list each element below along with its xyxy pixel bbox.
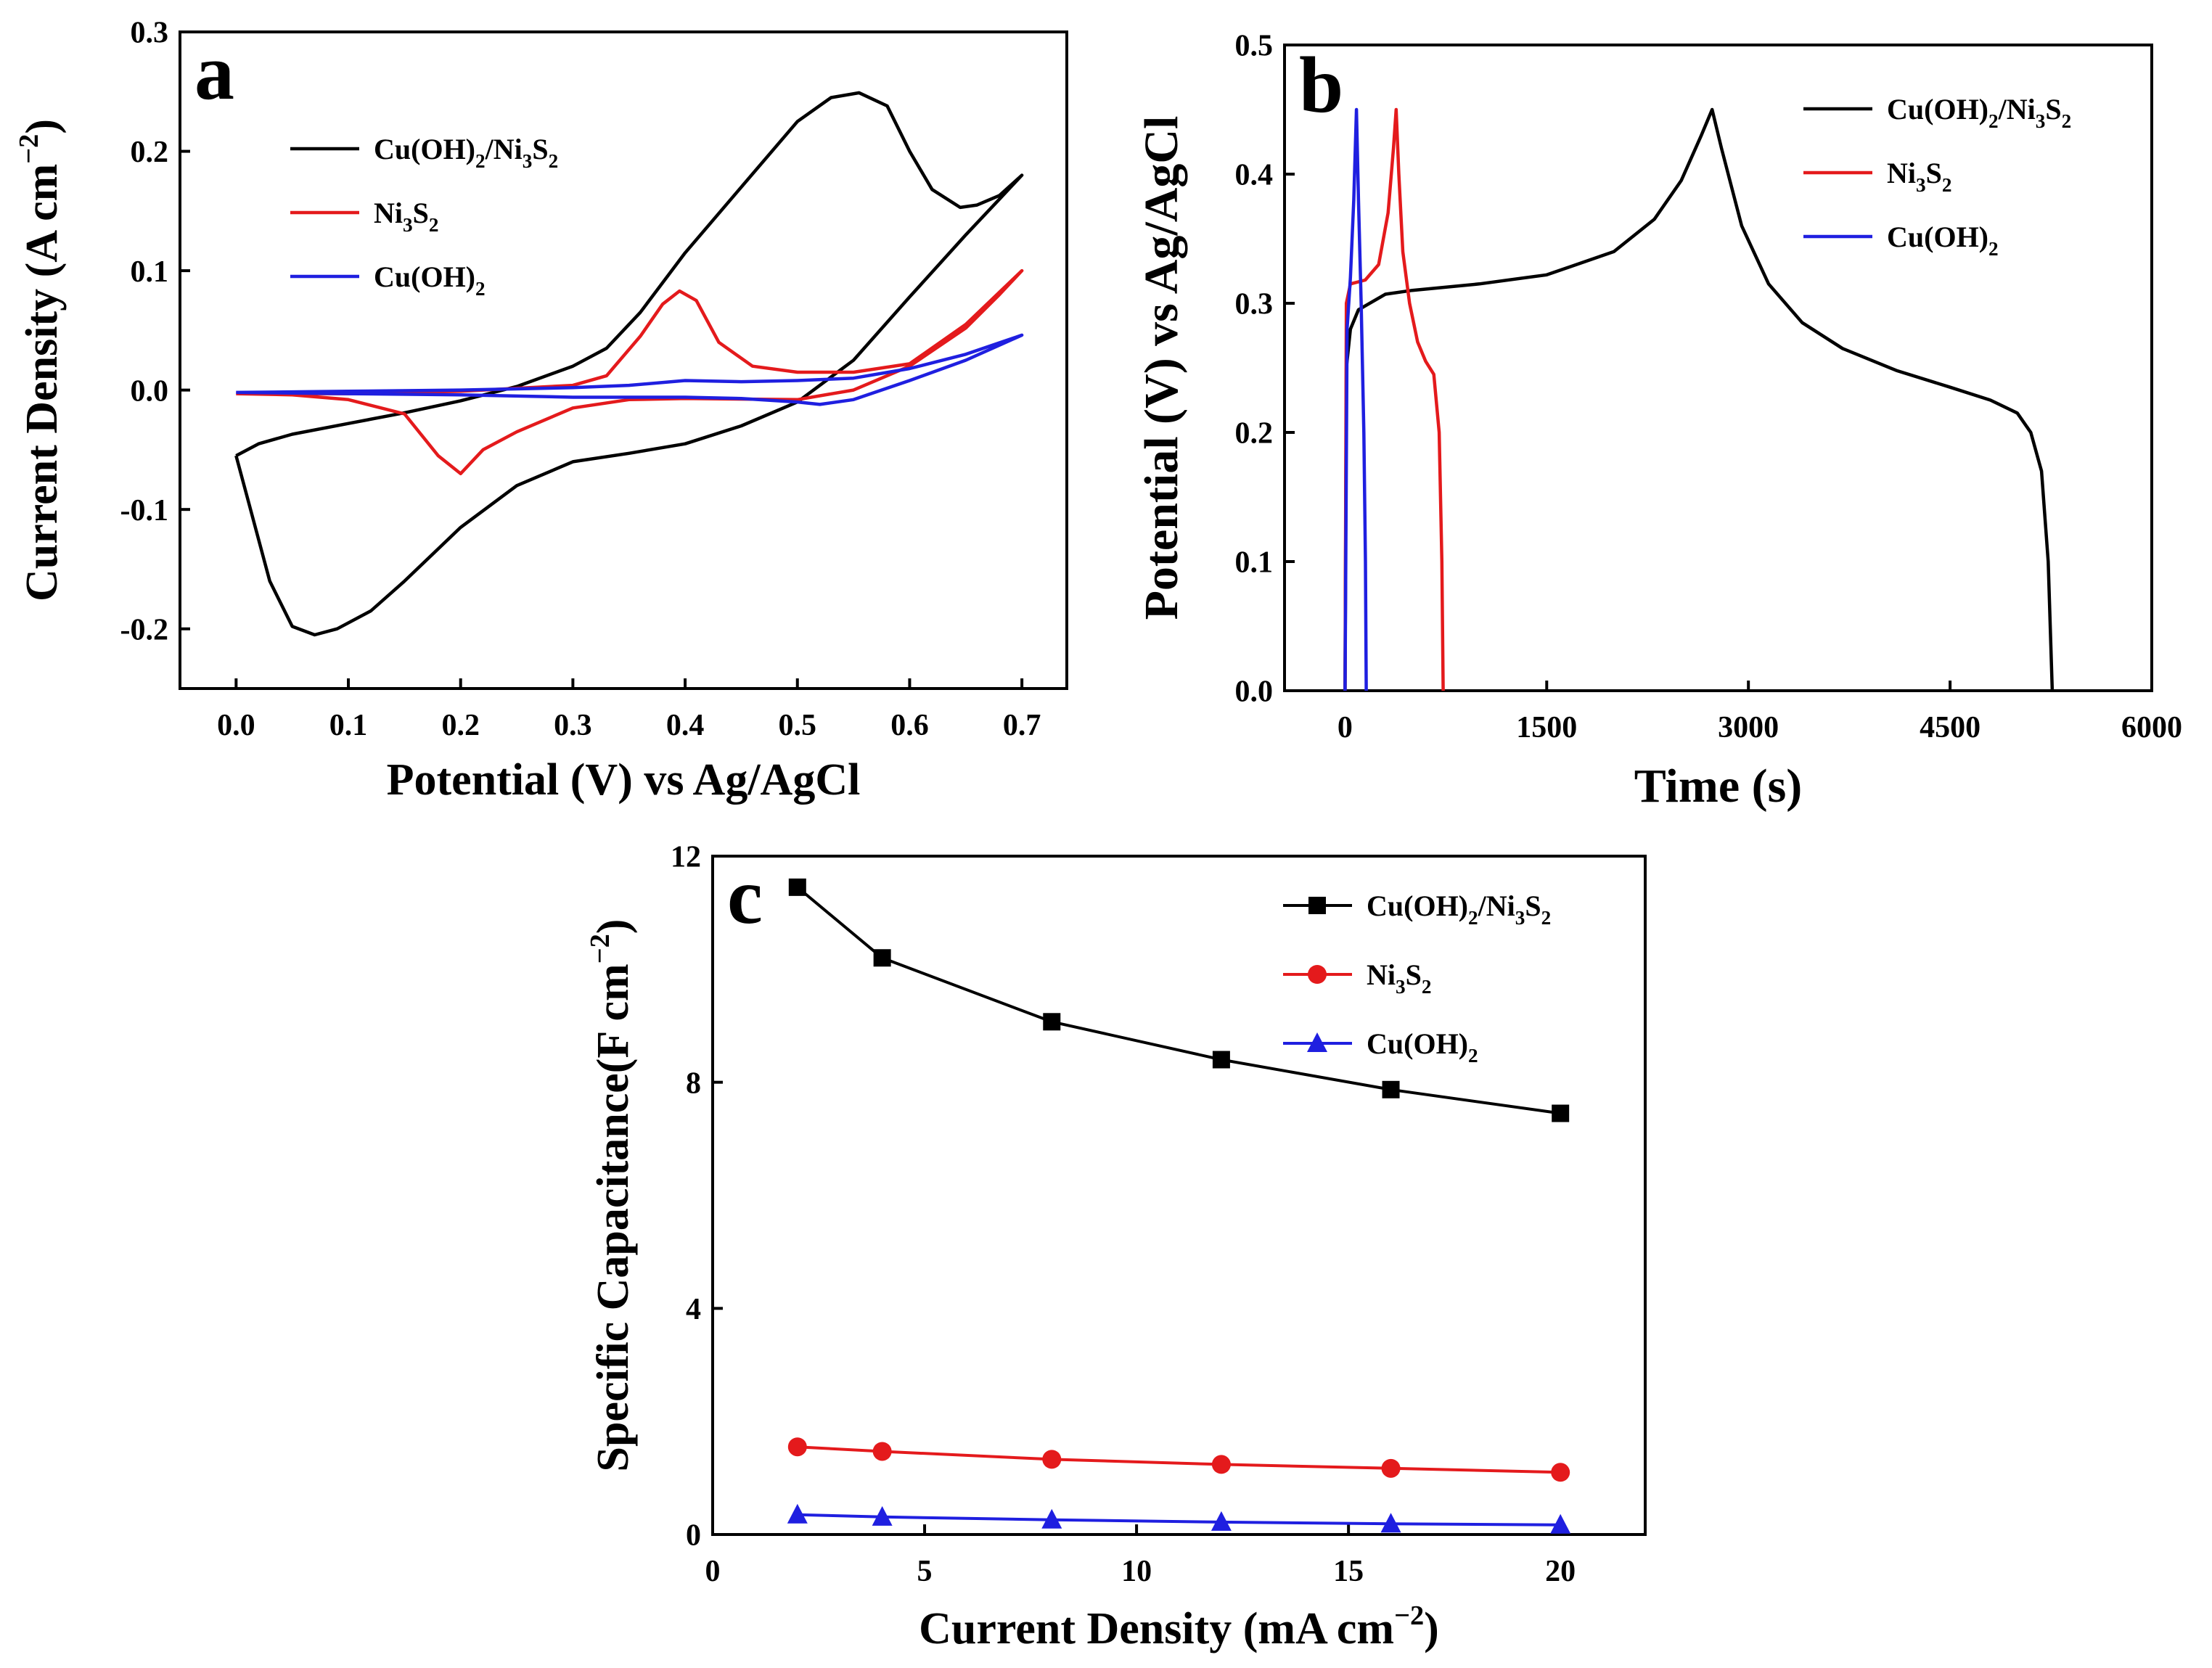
series-line-cu-oh-2-ni3s2 — [1343, 107, 2055, 691]
y-tick-label: -0.2 — [120, 613, 169, 646]
plot-frame — [179, 30, 1068, 690]
x-tick-label: 5 — [917, 1555, 933, 1588]
x-tick-label: 0.7 — [1003, 709, 1041, 742]
x-axis-label: Time (s) — [1634, 760, 1803, 813]
data-point-square — [873, 949, 891, 967]
y-axis-label: Potential (V) vs Ag/AgCl — [1135, 116, 1188, 620]
legend-label-cu-oh-2-ni3s2: Cu(OH)2/Ni3S2 — [1887, 93, 2071, 132]
x-tick-label: 0 — [705, 1555, 721, 1588]
panel-letter: b — [1299, 41, 1343, 129]
x-tick-label: 0.0 — [217, 709, 255, 742]
legend-marker — [1307, 1032, 1327, 1052]
y-tick-label: -0.1 — [120, 494, 169, 527]
series-line-cu-oh-2 — [236, 333, 1024, 406]
x-tick-label: 0.3 — [554, 709, 592, 742]
plot-area — [787, 878, 1571, 1534]
y-tick-label: 0.4 — [1235, 159, 1274, 192]
x-tick-label: 6000 — [2121, 711, 2182, 744]
y-tick-label: 0.1 — [1235, 546, 1274, 580]
data-point-triangle — [1550, 1513, 1571, 1534]
data-point-circle — [1042, 1450, 1062, 1469]
y-tick-label: 0.2 — [1235, 417, 1274, 451]
legend-label-ni3s2: Ni3S2 — [1367, 958, 1431, 998]
y-tick-label: 0.1 — [131, 255, 169, 289]
legend-label-cu-oh-2-ni3s2: Cu(OH)2/Ni3S2 — [374, 133, 558, 172]
x-tick-label: 0.6 — [890, 709, 929, 742]
panel-c-capacitance-chart: 0 5 10 15 20 0 4 8 12 Current Density (mA cm−2) Sp… — [585, 841, 1647, 1653]
data-point-circle — [1551, 1463, 1570, 1482]
data-point-square — [788, 878, 806, 896]
legend-marker — [1308, 965, 1327, 984]
y-tick-label: 4 — [686, 1293, 701, 1326]
data-point-circle — [872, 1442, 892, 1461]
panel-letter: c — [727, 852, 763, 940]
x-tick-label: 10 — [1121, 1555, 1152, 1588]
y-axis-label: Specific Capacitance(F cm−2) — [585, 919, 638, 1472]
legend-label-ni3s2: Ni3S2 — [1887, 157, 1951, 196]
data-point-circle — [787, 1437, 807, 1457]
panel-a-cv-chart: 0.0 0.1 0.2 0.3 0.4 0.5 0.6 0.7 -0.2 -0.1 0.0 0.1 0.… — [14, 17, 1068, 805]
plot-area — [1343, 107, 2055, 691]
plot-frame — [711, 855, 1647, 1536]
y-tick-label: 0.3 — [1235, 288, 1274, 321]
data-point-circle — [1381, 1458, 1401, 1478]
y-tick-label: 0.0 — [1235, 675, 1274, 709]
y-tick-label: 0 — [686, 1519, 701, 1553]
legend-label-ni3s2: Ni3S2 — [374, 197, 438, 236]
y-tick-label: 0.5 — [1235, 30, 1274, 63]
y-tick-label: 12 — [671, 841, 701, 874]
x-tick-label: 15 — [1333, 1555, 1364, 1588]
legend-label-cu-oh-2: Cu(OH)2 — [374, 260, 486, 300]
data-point-triangle — [1041, 1508, 1062, 1529]
data-point-square — [1382, 1080, 1400, 1098]
legend-label-cu-oh-2: Cu(OH)2 — [1887, 221, 1999, 260]
plot-frame — [1283, 44, 2153, 692]
y-tick-label: 0.0 — [131, 374, 169, 408]
legend-label-cu-oh-2-ni3s2: Cu(OH)2/Ni3S2 — [1367, 890, 1551, 929]
x-tick-label: 20 — [1545, 1555, 1576, 1588]
x-tick-label: 0.1 — [329, 709, 368, 742]
series-line-cu-oh-2 — [1343, 107, 1368, 691]
legend-label-cu-oh-2: Cu(OH)2 — [1367, 1027, 1478, 1067]
x-axis-label: Current Density (mA cm−2) — [919, 1601, 1439, 1653]
x-tick-label: 3000 — [1718, 711, 1779, 744]
data-point-square — [1212, 1051, 1230, 1069]
data-point-circle — [1211, 1455, 1231, 1474]
panel-b-gcd-chart: 0 1500 3000 4500 6000 0.0 0.1 0.2 0.3 0.4 0.5 Time … — [1135, 30, 2182, 813]
series-line-ni3s2 — [797, 1445, 1561, 1474]
series-line-cu-oh-2-ni3s2 — [796, 886, 1561, 1115]
series-line-cu-oh-2 — [797, 1513, 1561, 1527]
x-axis-label: Potential (V) vs Ag/AgCl — [387, 755, 861, 805]
x-tick-label: 0 — [1338, 711, 1353, 744]
series-line-ni3s2 — [236, 268, 1024, 476]
y-tick-label: 0.3 — [131, 17, 169, 50]
legend: Cu(OH)2/Ni3S2 Ni3S2 Cu(OH)2 — [1283, 890, 1551, 1067]
data-point-triangle — [1211, 1511, 1232, 1531]
panel-letter: a — [194, 28, 234, 116]
y-tick-label: 0.2 — [131, 136, 169, 169]
y-axis-label: Current Density (A cm−2) — [14, 119, 67, 601]
x-tick-label: 1500 — [1516, 711, 1577, 744]
data-point-square — [1043, 1013, 1061, 1031]
data-point-square — [1552, 1104, 1570, 1122]
data-point-triangle — [1380, 1513, 1401, 1533]
data-point-triangle — [872, 1505, 893, 1526]
series-line-cu-oh-2-ni3s2 — [234, 91, 1024, 637]
x-tick-label: 0.4 — [666, 709, 705, 742]
legend-marker — [1308, 897, 1326, 914]
legend: Cu(OH)2/Ni3S2 Ni3S2 Cu(OH)2 — [1803, 93, 2071, 260]
x-tick-label: 4500 — [1920, 711, 1980, 744]
legend: Cu(OH)2/Ni3S2 Ni3S2 Cu(OH)2 — [290, 133, 558, 300]
data-point-triangle — [787, 1503, 808, 1524]
x-tick-label: 0.2 — [441, 709, 480, 742]
x-tick-label: 0.5 — [779, 709, 817, 742]
plot-area — [234, 91, 1024, 637]
y-tick-label: 8 — [686, 1067, 701, 1100]
